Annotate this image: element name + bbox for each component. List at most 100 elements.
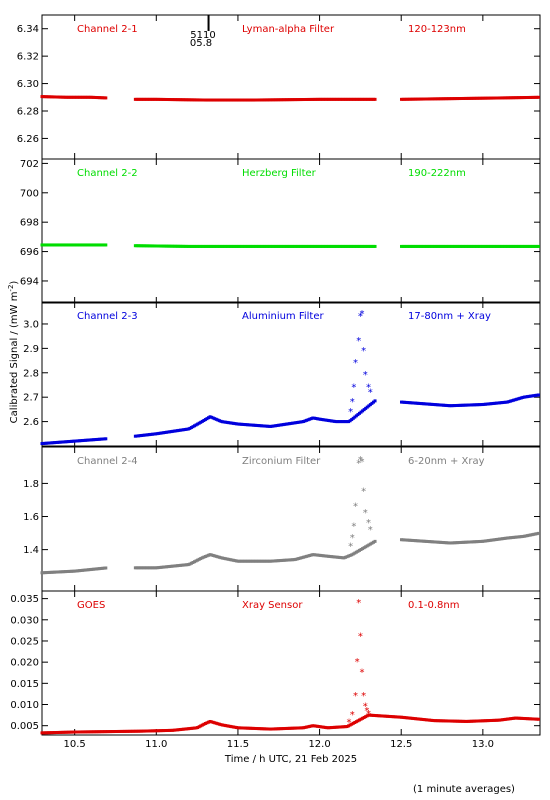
data-point	[236, 244, 240, 248]
data-point	[463, 540, 467, 544]
data-point	[157, 729, 161, 733]
data-point	[278, 559, 282, 563]
data-point	[505, 244, 509, 248]
data-point	[199, 557, 203, 561]
data-point	[135, 97, 139, 101]
data-point	[59, 95, 63, 99]
data-point	[161, 431, 165, 435]
data-point	[82, 243, 86, 247]
data-point	[54, 731, 58, 735]
data-point	[309, 97, 313, 101]
data-point	[259, 727, 263, 731]
data-point	[342, 420, 346, 424]
data-point	[460, 403, 464, 407]
data-point	[194, 559, 198, 563]
data-point	[171, 429, 175, 433]
data-point	[303, 244, 307, 248]
data-point	[160, 729, 164, 733]
data-point	[314, 416, 318, 420]
data-point	[96, 243, 100, 247]
data-point	[470, 719, 474, 723]
data-point	[40, 442, 44, 446]
data-point	[213, 554, 217, 558]
data-point	[418, 717, 422, 721]
data-point	[431, 402, 435, 406]
data-point	[437, 540, 441, 544]
data-point	[354, 414, 358, 418]
data-point	[102, 566, 106, 570]
data-point	[214, 417, 218, 421]
data-point	[172, 728, 176, 732]
data-point	[186, 427, 190, 431]
y-tick-label: 2.9	[23, 344, 39, 355]
data-point	[88, 95, 92, 99]
x-axis-label: Time / h UTC, 21 Feb 2025	[224, 754, 357, 765]
data-point	[244, 559, 248, 563]
data-point	[298, 420, 302, 424]
data-point	[403, 244, 407, 248]
data-point	[312, 244, 316, 248]
data-point	[403, 400, 407, 404]
data-point	[350, 553, 354, 557]
ylabel-shared-sup: -2	[7, 285, 15, 292]
y-tick-label: 694	[20, 276, 39, 287]
data-point	[242, 98, 246, 102]
data-point	[90, 95, 94, 99]
flare-point: *	[366, 382, 371, 393]
data-point	[272, 244, 276, 248]
data-point	[94, 437, 98, 441]
data-point	[191, 726, 195, 730]
data-point	[484, 402, 488, 406]
data-point	[273, 244, 277, 248]
data-point	[521, 244, 525, 248]
data-point	[56, 243, 60, 247]
data-point	[163, 565, 167, 569]
data-point	[263, 559, 267, 563]
data-point	[182, 98, 186, 102]
data-point	[193, 244, 197, 248]
data-point	[515, 397, 519, 401]
data-point	[412, 244, 416, 248]
data-point	[158, 97, 162, 101]
data-point	[116, 729, 120, 733]
data-point	[340, 725, 344, 729]
data-point	[230, 725, 234, 729]
flare-point: *	[363, 370, 368, 381]
data-point	[291, 421, 295, 425]
data-point	[451, 244, 455, 248]
data-point	[205, 98, 209, 102]
data-point	[527, 95, 531, 99]
data-point	[138, 244, 142, 248]
data-point	[133, 434, 137, 438]
data-point	[435, 244, 439, 248]
data-point	[87, 95, 91, 99]
data-point	[104, 437, 108, 441]
data-point	[351, 244, 355, 248]
data-point	[289, 98, 293, 102]
data-point	[420, 717, 424, 721]
data-point	[280, 244, 284, 248]
data-point	[487, 539, 491, 543]
data-point	[532, 717, 536, 721]
data-point	[406, 244, 410, 248]
data-point	[51, 95, 55, 99]
data-point	[157, 566, 161, 570]
data-point	[84, 95, 88, 99]
data-point	[521, 716, 525, 720]
data-point	[264, 98, 268, 102]
data-point	[530, 394, 534, 398]
data-point	[448, 719, 452, 723]
data-point	[280, 98, 284, 102]
data-point	[273, 727, 277, 731]
data-point	[465, 96, 469, 100]
data-point	[312, 97, 316, 101]
data-point	[473, 719, 477, 723]
data-point	[217, 244, 221, 248]
data-point	[429, 244, 433, 248]
data-point	[101, 566, 105, 570]
data-point	[233, 559, 237, 563]
data-point	[80, 243, 84, 247]
data-point	[317, 97, 321, 101]
data-point	[102, 96, 106, 100]
data-point	[424, 244, 428, 248]
